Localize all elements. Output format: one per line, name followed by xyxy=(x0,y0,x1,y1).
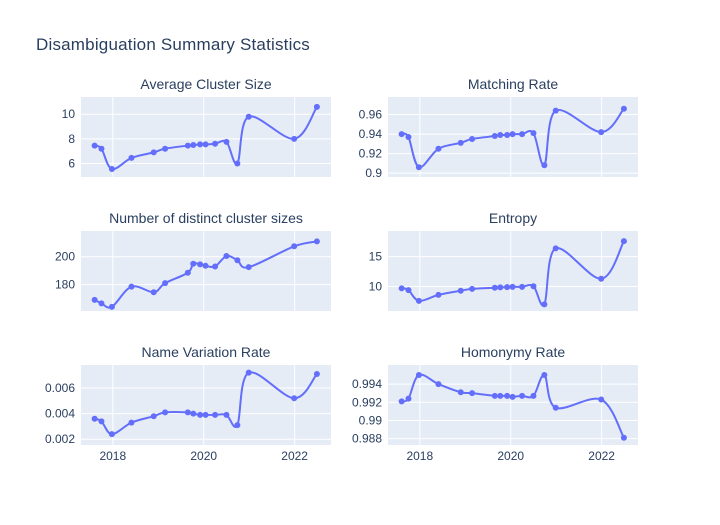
chart-entropy: Entropy 10 15 xyxy=(344,209,644,333)
svg-text:0.994: 0.994 xyxy=(352,377,382,391)
matching-rate-plot[interactable]: 0.9 0.92 0.94 0.96 xyxy=(344,97,644,197)
chart-matching-rate: Matching Rate 0.9 0.92 0.94 0.96 xyxy=(344,75,644,199)
svg-text:0.006: 0.006 xyxy=(45,381,75,395)
chart-title: Entropy xyxy=(488,210,538,226)
svg-text:8: 8 xyxy=(68,132,75,146)
svg-text:2022: 2022 xyxy=(281,449,308,463)
svg-text:0.94: 0.94 xyxy=(359,127,383,141)
chart-title: Matching Rate xyxy=(467,76,559,92)
svg-text:2018: 2018 xyxy=(406,449,433,463)
chart-name-variation-rate: Name Variation Rate 2018 2020 2022 0.002 0.0… xyxy=(37,343,337,467)
chart-distinct-cluster-sizes: Number of distinct cluster sizes 180 200 xyxy=(37,209,337,333)
chart-homonymy-rate: Homonymy Rate 2018 2020 2022 0.988 0.99 0.992… xyxy=(344,343,644,467)
chart-title: Average Cluster Size xyxy=(140,76,272,92)
svg-text:0.92: 0.92 xyxy=(359,147,383,161)
page-title: Disambiguation Summary Statistics xyxy=(36,35,310,54)
svg-text:10: 10 xyxy=(62,107,76,121)
average-cluster-size-plot[interactable]: 6 8 10 xyxy=(37,97,337,197)
svg-text:0.004: 0.004 xyxy=(45,407,75,421)
svg-text:0.96: 0.96 xyxy=(359,108,383,122)
entropy-plot[interactable]: 10 15 xyxy=(344,231,644,331)
svg-text:0.002: 0.002 xyxy=(45,432,75,446)
svg-text:2022: 2022 xyxy=(588,449,615,463)
chart-title: Name Variation Rate xyxy=(141,344,271,360)
svg-text:180: 180 xyxy=(55,278,75,292)
svg-text:0.992: 0.992 xyxy=(352,395,382,409)
svg-text:0.99: 0.99 xyxy=(359,413,383,427)
svg-text:10: 10 xyxy=(369,280,383,294)
name-variation-rate-plot[interactable]: 2018 2020 2022 0.002 0.004 0.006 xyxy=(37,365,337,465)
chart-title: Number of distinct cluster sizes xyxy=(109,210,303,226)
distinct-cluster-sizes-plot[interactable]: 180 200 xyxy=(37,231,337,331)
svg-text:15: 15 xyxy=(369,250,383,264)
homonymy-rate-plot[interactable]: 2018 2020 2022 0.988 0.99 0.992 0.994 xyxy=(344,365,644,465)
svg-text:2020: 2020 xyxy=(190,449,217,463)
svg-text:0.988: 0.988 xyxy=(352,432,382,446)
chart-title: Homonymy Rate xyxy=(460,344,566,360)
svg-text:200: 200 xyxy=(55,250,75,264)
svg-text:0.9: 0.9 xyxy=(365,166,382,180)
svg-text:2018: 2018 xyxy=(99,449,126,463)
svg-text:2020: 2020 xyxy=(497,449,524,463)
svg-text:6: 6 xyxy=(68,156,75,170)
chart-average-cluster-size: Average Cluster Size 6 8 10 xyxy=(37,75,337,199)
